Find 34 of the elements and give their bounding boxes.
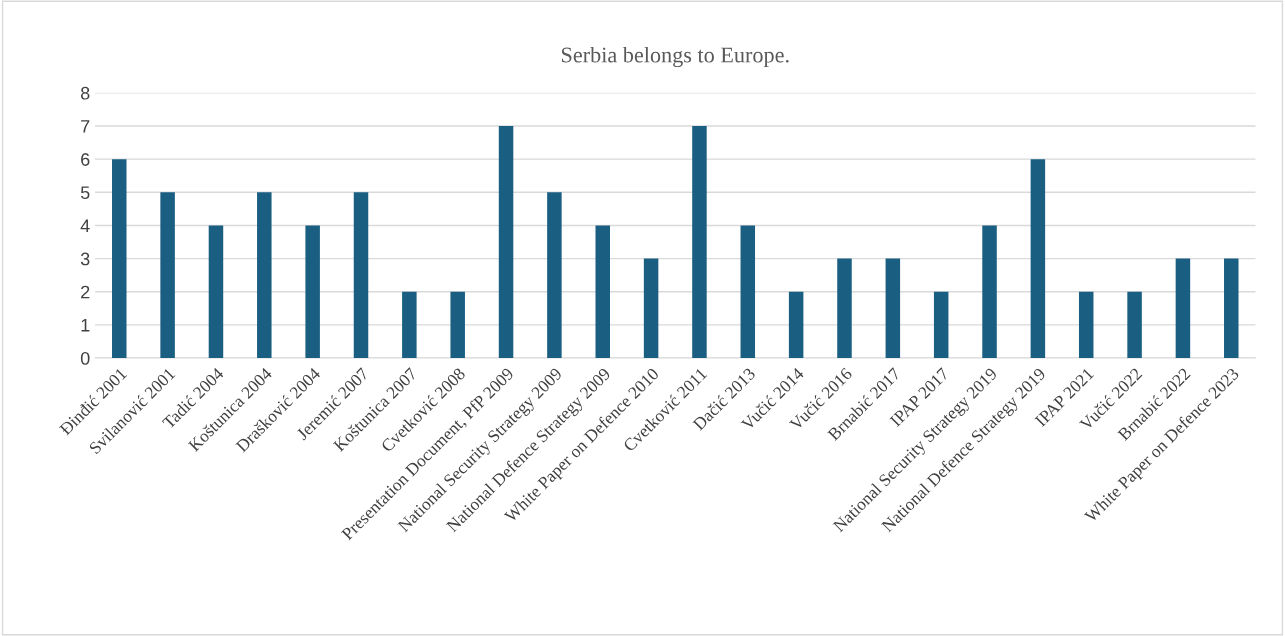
bar (885, 258, 901, 359)
y-tick-label: 3 (80, 252, 90, 266)
bar (353, 192, 369, 359)
bar (1030, 159, 1046, 359)
y-tick-label: 7 (81, 120, 90, 133)
y-tick-label: 5 (80, 186, 90, 200)
bar (498, 126, 514, 359)
bar (257, 192, 272, 359)
bar (933, 291, 949, 359)
bar (450, 291, 465, 359)
bar (982, 225, 997, 359)
bar (160, 192, 175, 359)
bar (1175, 258, 1191, 359)
bar (595, 225, 610, 359)
y-tick-label: 1 (81, 319, 90, 332)
bar (1224, 258, 1239, 359)
bar (1078, 291, 1094, 359)
bar (547, 192, 562, 359)
bar (112, 159, 127, 359)
y-tick-label: 0 (80, 352, 90, 365)
y-tick-label: 8 (80, 86, 90, 100)
bar (740, 225, 756, 359)
y-tick-label: 4 (80, 219, 90, 232)
bar (305, 225, 320, 359)
y-tick-label: 6 (81, 153, 90, 166)
bar (643, 258, 659, 359)
y-tick-label: 2 (81, 285, 90, 299)
bar (1127, 291, 1142, 359)
bar (788, 291, 804, 359)
bar (402, 291, 417, 359)
chart-title: Serbia belongs to Europe. (561, 46, 789, 68)
bar (837, 258, 852, 359)
bar (692, 126, 707, 359)
bar (208, 225, 224, 359)
